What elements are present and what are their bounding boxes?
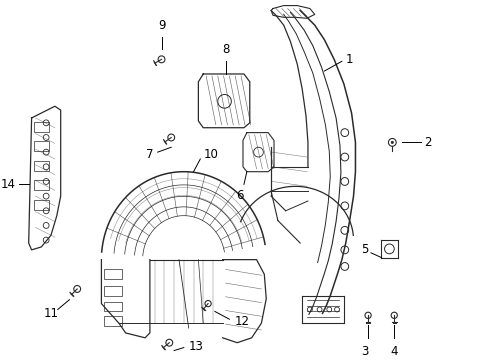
- Bar: [104, 316, 122, 326]
- Bar: [34, 180, 49, 190]
- Text: 5: 5: [361, 243, 368, 256]
- Text: 6: 6: [236, 189, 244, 202]
- Text: 8: 8: [222, 44, 229, 57]
- Bar: [104, 269, 122, 279]
- Circle shape: [390, 141, 393, 144]
- Text: 3: 3: [361, 345, 368, 357]
- Text: 1: 1: [345, 53, 352, 66]
- Text: 14: 14: [1, 178, 16, 191]
- Text: 10: 10: [203, 148, 218, 161]
- Bar: [104, 286, 122, 296]
- Text: 11: 11: [43, 307, 59, 320]
- Bar: [34, 200, 49, 210]
- Text: 9: 9: [158, 19, 165, 32]
- Bar: [104, 302, 122, 311]
- Bar: [34, 141, 49, 151]
- Text: 13: 13: [188, 340, 203, 353]
- Text: 12: 12: [234, 315, 249, 328]
- Text: 4: 4: [390, 345, 397, 357]
- Bar: [34, 161, 49, 171]
- Text: 7: 7: [146, 148, 153, 161]
- Text: 2: 2: [424, 136, 431, 149]
- Bar: [34, 122, 49, 132]
